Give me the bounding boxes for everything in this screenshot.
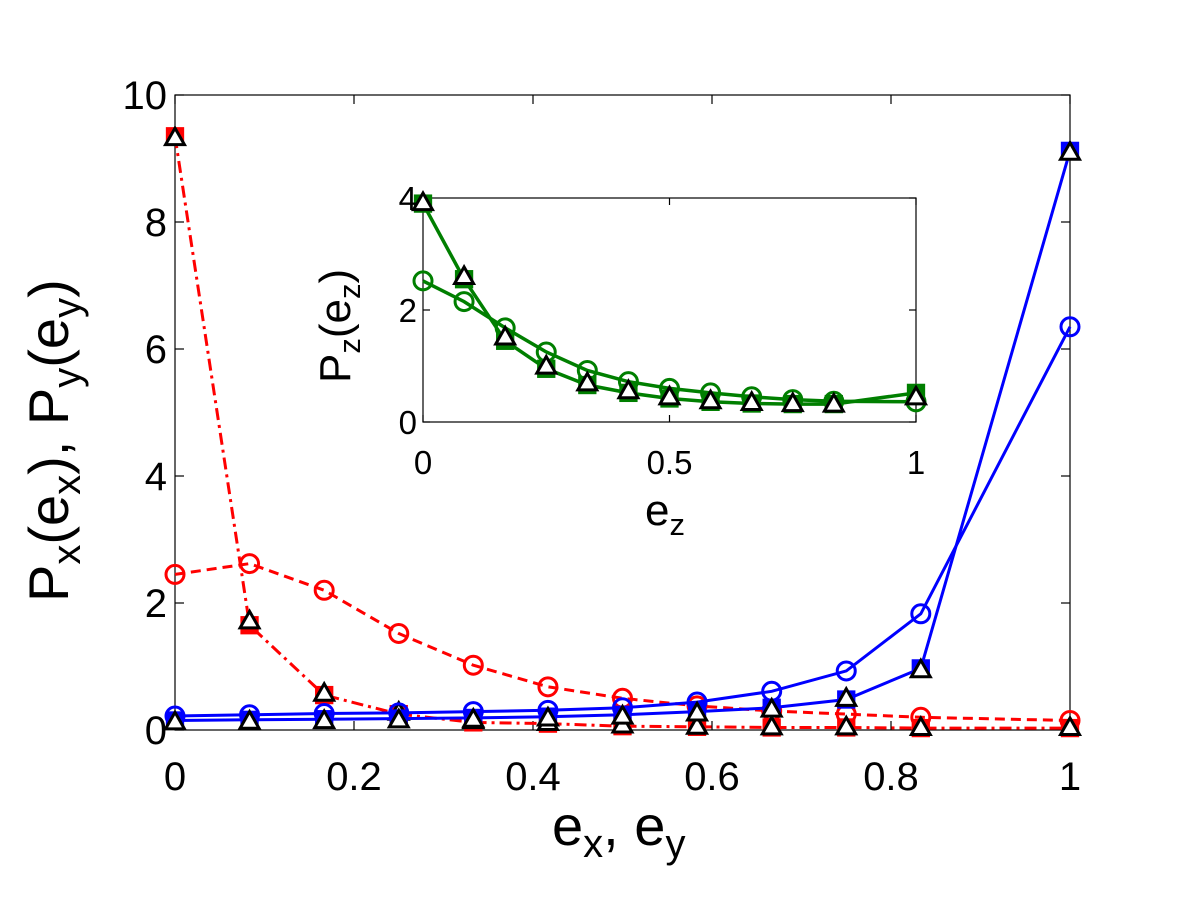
main-point-triangle: [312, 708, 337, 730]
main-point-circle: [462, 654, 484, 676]
main-point-triangle: [759, 714, 784, 736]
inset-series-group: [410, 190, 929, 414]
inset-point-triangle: [452, 263, 477, 285]
main-y-tick-label: 0: [145, 709, 167, 753]
main-x-tick-label: 1: [1059, 755, 1081, 799]
inset-point-triangle: [575, 370, 600, 392]
main-point-circle: [388, 622, 410, 644]
main-point-circle: [835, 660, 857, 682]
main-point-triangle: [834, 714, 859, 736]
main-series-line: [173, 136, 1070, 730]
main-point-triangle: [685, 713, 710, 735]
main-point-triangle: [461, 706, 486, 728]
main-point-triangle: [908, 714, 933, 737]
main-point-triangle: [162, 125, 188, 147]
main-series-group: [162, 125, 1083, 738]
inset-y-tick-label: 2: [399, 292, 417, 329]
inset-y-axis-label: Pz(ez): [311, 269, 367, 383]
inset-point-triangle: [657, 384, 682, 406]
main-y-tick-label: 2: [145, 582, 167, 626]
main-point-circle: [313, 579, 335, 601]
inset-point-triangle: [616, 378, 641, 400]
main-point-triangle: [834, 685, 859, 707]
main-point-circle: [537, 676, 559, 698]
main-point-triangle: [312, 680, 337, 702]
main-point-circle: [1059, 316, 1081, 338]
main-y-tick-label: 10: [123, 74, 168, 118]
inset-y-tick-label: 4: [399, 180, 417, 217]
inset-point-circle: [453, 291, 475, 313]
inset-y-tick-label: 0: [399, 404, 417, 441]
main-point-triangle: [610, 703, 635, 725]
main-series-line: [174, 150, 1072, 722]
inset-point-triangle: [739, 389, 764, 411]
main-point-triangle: [237, 708, 262, 730]
main-series-line: [174, 562, 1071, 722]
main-series-line: [174, 326, 1072, 718]
inset-plot: 0 0.5 1 0 2 4 ez Pz(ez): [311, 180, 929, 542]
main-x-tick-label: 0.2: [326, 755, 382, 799]
main-x-axis-label: ex, ey: [552, 794, 685, 866]
main-point-triangle: [386, 707, 411, 729]
main-x-tick-label: 0: [164, 755, 186, 799]
main-point-triangle: [685, 700, 710, 722]
main-point-triangle: [237, 608, 262, 630]
main-x-tick-label: 0.6: [684, 755, 740, 799]
inset-point-circle: [412, 270, 434, 292]
main-point-triangle: [908, 657, 933, 679]
inset-point-triangle: [410, 190, 436, 212]
inset-x-tick-label: 1: [907, 444, 925, 481]
inset-x-tick-label: 0: [414, 444, 432, 481]
main-y-tick-label: 8: [145, 201, 167, 245]
inset-point-triangle: [903, 384, 929, 406]
main-y-axis-label: Px(ex), Py(ey): [17, 279, 89, 602]
inset-point-triangle: [821, 391, 846, 413]
inset-point-triangle: [534, 353, 559, 375]
main-point-triangle: [1057, 139, 1083, 161]
main-point-circle: [910, 603, 932, 625]
main-point-triangle: [162, 709, 188, 731]
inset-point-triangle: [698, 388, 723, 410]
main-x-tick-label: 0.8: [863, 755, 919, 799]
main-y-tick-label: 4: [145, 455, 167, 499]
inset-x-tick-label: 0.5: [647, 444, 693, 481]
inset-tick-labels: 0 0.5 1 0 2 4: [399, 180, 926, 481]
inset-point-triangle: [780, 391, 805, 413]
main-y-tick-label: 6: [145, 328, 167, 372]
inset-point-triangle: [493, 324, 518, 346]
main-x-tick-label: 0.4: [505, 755, 561, 799]
inset-x-axis-label: ez: [645, 486, 685, 542]
main-point-triangle: [759, 696, 784, 718]
main-point-circle: [164, 563, 186, 585]
main-point-triangle: [535, 705, 560, 727]
main-point-triangle: [1057, 714, 1083, 737]
